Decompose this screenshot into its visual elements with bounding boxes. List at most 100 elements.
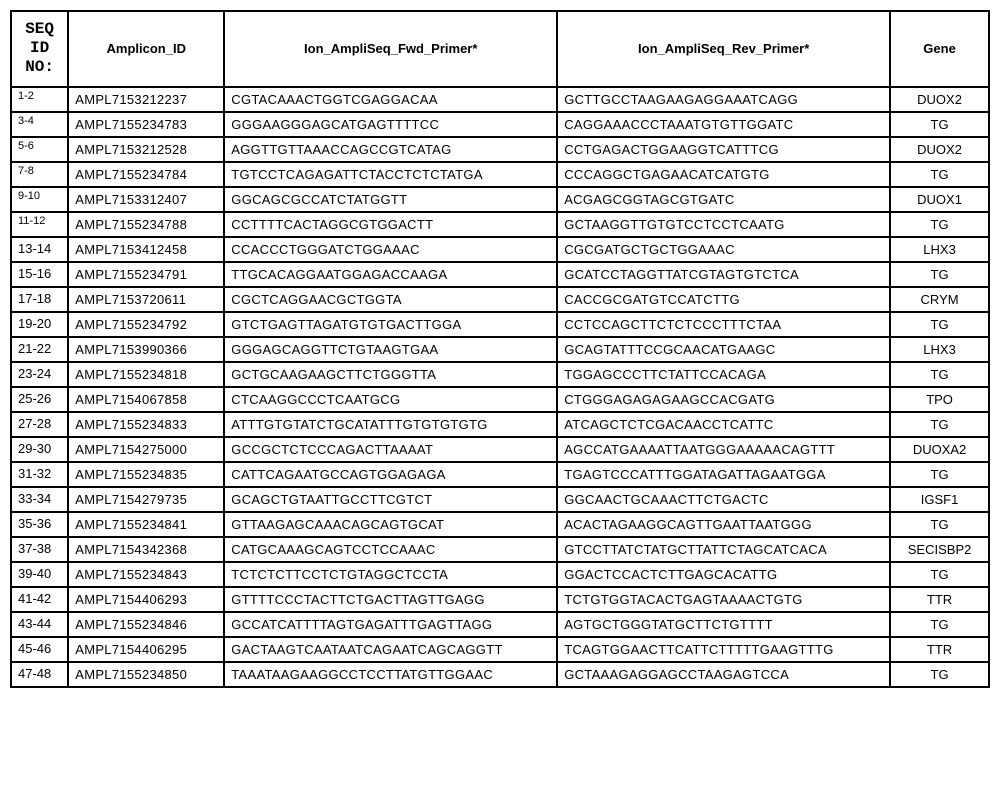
gene-cell: TG <box>890 162 989 187</box>
amplicon-id-cell: AMPL7153212528 <box>68 137 224 162</box>
fwd-primer-cell: GGCAGCGCCATCTATGGTT <box>224 187 557 212</box>
gene-cell: TG <box>890 412 989 437</box>
amplicon-id-cell: AMPL7155234783 <box>68 112 224 137</box>
amplicon-id-cell: AMPL7155234784 <box>68 162 224 187</box>
gene-cell: LHX3 <box>890 337 989 362</box>
seq-id-cell: 37-38 <box>11 537 68 562</box>
rev-primer-cell: TCAGTGGAACTTCATTCTTTTTGAAGTTTG <box>557 637 890 662</box>
rev-primer-cell: GCTAAAGAGGAGCCTAAGAGTCCA <box>557 662 890 687</box>
amplicon-id-cell: AMPL7153990366 <box>68 337 224 362</box>
gene-cell: TG <box>890 362 989 387</box>
fwd-primer-cell: GTTTTCCCTACTTCTGACTTAGTTGAGG <box>224 587 557 612</box>
header-seq: SEQ ID NO: <box>11 11 68 87</box>
fwd-primer-cell: TGTCCTCAGAGATTCTACCTCTCTATGA <box>224 162 557 187</box>
seq-id-cell: 29-30 <box>11 437 68 462</box>
rev-primer-cell: GCTTGCCTAAGAAGAGGAAATCAGG <box>557 87 890 112</box>
gene-cell: TG <box>890 662 989 687</box>
header-amplicon: Amplicon_ID <box>68 11 224 87</box>
seq-id-cell: 33-34 <box>11 487 68 512</box>
rev-primer-cell: ACACTAGAAGGCAGTTGAATTAATGGG <box>557 512 890 537</box>
fwd-primer-cell: GCCATCATTTTAGTGAGATTTGAGTTAGG <box>224 612 557 637</box>
amplicon-id-cell: AMPL7153212237 <box>68 87 224 112</box>
seq-id-cell: 43-44 <box>11 612 68 637</box>
rev-primer-cell: GGCAACTGCAAACTTCTGACTC <box>557 487 890 512</box>
fwd-primer-cell: GTTAAGAGCAAACAGCAGTGCAT <box>224 512 557 537</box>
amplicon-id-cell: AMPL7155234835 <box>68 462 224 487</box>
seq-id-cell: 23-24 <box>11 362 68 387</box>
table-row: 19-20AMPL7155234792GTCTGAGTTAGATGTGTGACT… <box>11 312 989 337</box>
fwd-primer-cell: GTCTGAGTTAGATGTGTGACTTGGA <box>224 312 557 337</box>
fwd-primer-cell: TAAATAAGAAGGCCTCCTTATGTTGGAAC <box>224 662 557 687</box>
table-row: 37-38AMPL7154342368CATGCAAAGCAGTCCTCCAAA… <box>11 537 989 562</box>
rev-primer-cell: CCTGAGACTGGAAGGTCATTTCG <box>557 137 890 162</box>
table-row: 33-34AMPL7154279735GCAGCTGTAATTGCCTTCGTC… <box>11 487 989 512</box>
amplicon-id-cell: AMPL7155234791 <box>68 262 224 287</box>
gene-cell: TG <box>890 562 989 587</box>
amplicon-id-cell: AMPL7154279735 <box>68 487 224 512</box>
amplicon-id-cell: AMPL7154342368 <box>68 537 224 562</box>
gene-cell: DUOX2 <box>890 137 989 162</box>
table-row: 13-14AMPL7153412458CCACCCTGGGATCTGGAAACC… <box>11 237 989 262</box>
rev-primer-cell: GCATCCTAGGTTATCGTAGTGTCTCA <box>557 262 890 287</box>
fwd-primer-cell: TTGCACAGGAATGGAGACCAAGA <box>224 262 557 287</box>
gene-cell: TTR <box>890 587 989 612</box>
rev-primer-cell: ATCAGCTCTCGACAACCTCATTC <box>557 412 890 437</box>
table-row: 9-10AMPL7153312407GGCAGCGCCATCTATGGTTACG… <box>11 187 989 212</box>
amplicon-id-cell: AMPL7155234833 <box>68 412 224 437</box>
seq-id-cell: 11-12 <box>11 212 68 237</box>
gene-cell: CRYM <box>890 287 989 312</box>
gene-cell: DUOXA2 <box>890 437 989 462</box>
rev-primer-cell: TGAGTCCCATTTGGATAGATTAGAATGGA <box>557 462 890 487</box>
seq-id-cell: 39-40 <box>11 562 68 587</box>
table-row: 29-30AMPL7154275000GCCGCTCTCCCAGACTTAAAA… <box>11 437 989 462</box>
table-row: 43-44AMPL7155234846GCCATCATTTTAGTGAGATTT… <box>11 612 989 637</box>
gene-cell: TG <box>890 212 989 237</box>
rev-primer-cell: AGTGCTGGGTATGCTTCTGTTTT <box>557 612 890 637</box>
gene-cell: DUOX2 <box>890 87 989 112</box>
table-row: 45-46AMPL7154406295GACTAAGTCAATAATCAGAAT… <box>11 637 989 662</box>
gene-cell: TPO <box>890 387 989 412</box>
header-row: SEQ ID NO: Amplicon_ID Ion_AmpliSeq_Fwd_… <box>11 11 989 87</box>
seq-id-cell: 45-46 <box>11 637 68 662</box>
seq-id-cell: 15-16 <box>11 262 68 287</box>
fwd-primer-cell: GGGAGCAGGTTCTGTAAGTGAA <box>224 337 557 362</box>
rev-primer-cell: CAGGAAACCCTAAATGTGTTGGATC <box>557 112 890 137</box>
fwd-primer-cell: CGTACAAACTGGTCGAGGACAA <box>224 87 557 112</box>
fwd-primer-cell: GGGAAGGGAGCATGAGTTTTCC <box>224 112 557 137</box>
rev-primer-cell: TGGAGCCCTTCTATTCCACAGA <box>557 362 890 387</box>
gene-cell: TG <box>890 312 989 337</box>
header-fwd: Ion_AmpliSeq_Fwd_Primer* <box>224 11 557 87</box>
fwd-primer-cell: CATTCAGAATGCCAGTGGAGAGA <box>224 462 557 487</box>
table-row: 31-32AMPL7155234835CATTCAGAATGCCAGTGGAGA… <box>11 462 989 487</box>
seq-id-cell: 35-36 <box>11 512 68 537</box>
amplicon-id-cell: AMPL7155234818 <box>68 362 224 387</box>
table-row: 21-22AMPL7153990366GGGAGCAGGTTCTGTAAGTGA… <box>11 337 989 362</box>
header-gene: Gene <box>890 11 989 87</box>
rev-primer-cell: CGCGATGCTGCTGGAAAC <box>557 237 890 262</box>
gene-cell: TG <box>890 512 989 537</box>
amplicon-id-cell: AMPL7153720611 <box>68 287 224 312</box>
fwd-primer-cell: CGCTCAGGAACGCTGGTA <box>224 287 557 312</box>
fwd-primer-cell: GACTAAGTCAATAATCAGAATCAGCAGGTT <box>224 637 557 662</box>
seq-id-cell: 7-8 <box>11 162 68 187</box>
table-row: 41-42AMPL7154406293GTTTTCCCTACTTCTGACTTA… <box>11 587 989 612</box>
amplicon-id-cell: AMPL7155234846 <box>68 612 224 637</box>
amplicon-id-cell: AMPL7154067858 <box>68 387 224 412</box>
seq-id-cell: 27-28 <box>11 412 68 437</box>
table-row: 23-24AMPL7155234818GCTGCAAGAAGCTTCTGGGTT… <box>11 362 989 387</box>
amplicon-id-cell: AMPL7155234843 <box>68 562 224 587</box>
seq-id-cell: 13-14 <box>11 237 68 262</box>
gene-cell: TG <box>890 112 989 137</box>
seq-id-cell: 17-18 <box>11 287 68 312</box>
rev-primer-cell: CACCGCGATGTCCATCTTG <box>557 287 890 312</box>
gene-cell: IGSF1 <box>890 487 989 512</box>
table-row: 17-18AMPL7153720611CGCTCAGGAACGCTGGTACAC… <box>11 287 989 312</box>
rev-primer-cell: GCTAAGGTTGTGTCCTCCTCAATG <box>557 212 890 237</box>
fwd-primer-cell: GCAGCTGTAATTGCCTTCGTCT <box>224 487 557 512</box>
primer-table: SEQ ID NO: Amplicon_ID Ion_AmpliSeq_Fwd_… <box>10 10 990 688</box>
fwd-primer-cell: CTCAAGGCCCTCAATGCG <box>224 387 557 412</box>
fwd-primer-cell: GCCGCTCTCCCAGACTTAAAAT <box>224 437 557 462</box>
table-row: 1-2AMPL7153212237CGTACAAACTGGTCGAGGACAAG… <box>11 87 989 112</box>
fwd-primer-cell: CCTTTTCACTAGGCGTGGACTT <box>224 212 557 237</box>
gene-cell: SECISBP2 <box>890 537 989 562</box>
